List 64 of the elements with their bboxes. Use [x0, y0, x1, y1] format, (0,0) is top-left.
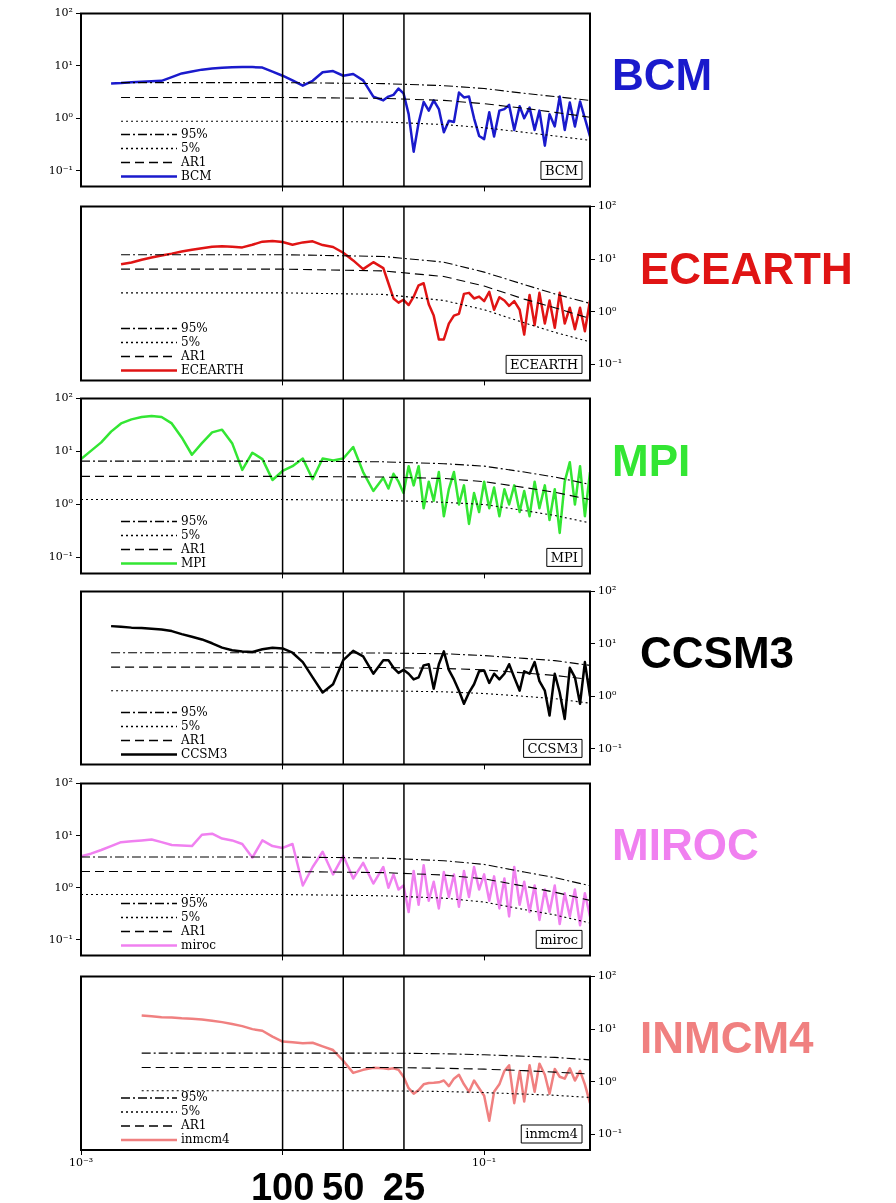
legend-label: AR1 [180, 348, 207, 363]
y-tick-label: 10⁻¹ [598, 1127, 623, 1141]
legend-label: 95% [181, 895, 208, 910]
y-tick-label: 10¹ [598, 1021, 617, 1035]
legend-label: ECEARTH [181, 362, 244, 377]
y-tick-label: 10⁻¹ [48, 163, 73, 177]
annotation: CCSM3 [527, 740, 578, 756]
legend-label: 95% [181, 513, 208, 528]
text: INMCM4 [640, 1013, 815, 1063]
y-tick-label: 10¹ [598, 252, 617, 266]
x-tick-label: 10⁻³ [68, 1156, 94, 1170]
y-tick-label: 10² [598, 584, 617, 598]
y-tick-label: 10² [54, 776, 73, 790]
text: CCSM3 [640, 628, 795, 678]
legend-label: miroc [181, 937, 217, 952]
legend-label: 95% [181, 126, 208, 141]
y-tick-label: 10¹ [598, 636, 617, 650]
y-tick-label: 10⁻¹ [598, 741, 623, 755]
legend-label: 5% [181, 718, 201, 733]
legend-label: 5% [181, 1104, 201, 1119]
text: ECEARTH [640, 243, 853, 293]
legend-label: 95% [181, 320, 208, 335]
legend-label: AR1 [180, 1118, 207, 1133]
y-tick-label: 10⁰ [54, 880, 74, 894]
legend-label: 95% [181, 1090, 208, 1105]
y-tick-label: 10⁻¹ [48, 550, 73, 564]
annotation: miroc [540, 931, 578, 947]
y-tick-label: 10⁰ [598, 689, 617, 703]
y-tick-label: 10¹ [54, 828, 73, 842]
legend-label: 5% [181, 140, 201, 155]
y-tick-label: 10⁻¹ [48, 932, 73, 946]
text: BCM [612, 50, 713, 100]
text: MPI [612, 436, 691, 486]
legend-label: BCM [181, 168, 212, 183]
legend-label: AR1 [180, 732, 207, 747]
y-tick-label: 10² [598, 199, 617, 213]
annotation: MPI [550, 549, 578, 565]
legend-label: AR1 [180, 154, 207, 169]
legend-label: 95% [181, 704, 208, 719]
text: MIROC [612, 819, 759, 869]
text: 25 [382, 1166, 426, 1203]
text: 50 [322, 1166, 365, 1203]
annotation: inmcm4 [525, 1126, 578, 1142]
annotation: BCM [544, 162, 578, 178]
legend-label: AR1 [180, 923, 207, 938]
legend-label: inmcm4 [181, 1132, 231, 1147]
y-tick-label: 10⁰ [598, 304, 617, 318]
y-tick-label: 10⁰ [54, 497, 74, 511]
y-tick-label: 10² [54, 391, 73, 405]
y-tick-label: 10² [54, 6, 73, 20]
y-tick-label: 10⁰ [598, 1074, 617, 1088]
legend-label: CCSM3 [181, 746, 228, 761]
y-tick-label: 10¹ [54, 444, 73, 458]
text: 100 [250, 1166, 315, 1203]
legend-label: AR1 [180, 541, 207, 556]
legend-label: 5% [181, 909, 201, 924]
annotation: ECEARTH [510, 356, 578, 372]
y-tick-label: 10⁻¹ [598, 357, 623, 371]
legend-label: 5% [181, 527, 201, 542]
y-tick-label: 10¹ [54, 58, 73, 72]
y-tick-label: 10⁰ [54, 111, 74, 125]
y-tick-label: 10² [598, 969, 617, 983]
legend-label: 5% [181, 334, 201, 349]
legend-label: MPI [181, 555, 207, 570]
